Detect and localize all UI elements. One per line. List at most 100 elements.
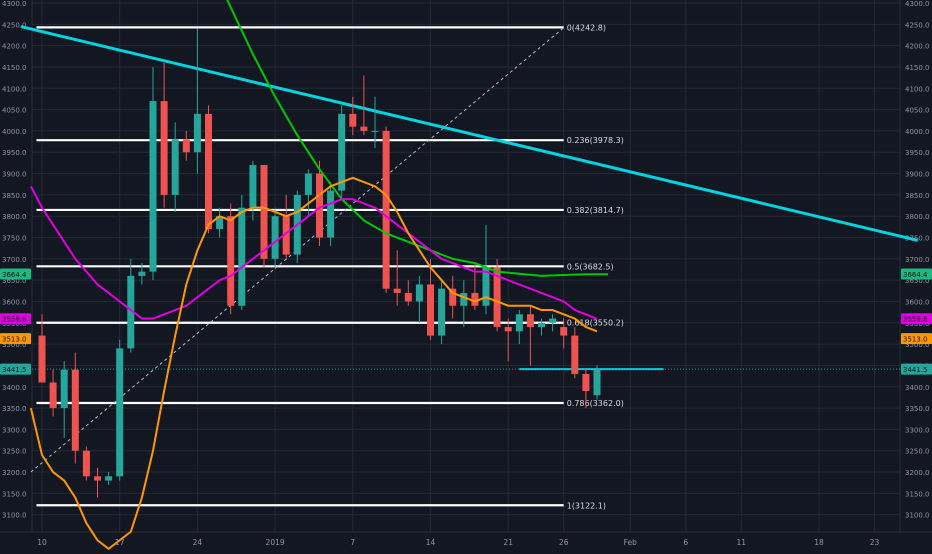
candle-body[interactable] bbox=[460, 292, 468, 306]
candle-body[interactable] bbox=[127, 275, 135, 349]
y-tick-label-left: 3800.0 bbox=[2, 213, 27, 221]
price-tag-left-label: 3559.6 bbox=[2, 316, 27, 324]
y-tick-label-left: 4100.0 bbox=[2, 85, 27, 93]
candle-body[interactable] bbox=[82, 450, 90, 477]
candle-body[interactable] bbox=[171, 139, 179, 195]
descending-trendline[interactable] bbox=[20, 25, 919, 242]
x-tick-label: 7 bbox=[350, 538, 355, 547]
y-tick-label-right: 4300.0 bbox=[905, 0, 930, 8]
candle-body[interactable] bbox=[449, 288, 457, 306]
y-tick-label-left: 3750.0 bbox=[2, 235, 27, 243]
x-tick-label: 21 bbox=[503, 538, 513, 547]
y-tick-label-right: 3200.0 bbox=[905, 469, 930, 477]
candle-body[interactable] bbox=[582, 373, 590, 392]
y-tick-label-right: 3500.0 bbox=[905, 341, 930, 349]
y-tick-label-left: 3100.0 bbox=[2, 512, 27, 520]
candle-body[interactable] bbox=[193, 113, 201, 153]
candle-body[interactable] bbox=[371, 130, 379, 132]
candle-body[interactable] bbox=[316, 173, 323, 238]
x-tick-label: 17 bbox=[115, 538, 125, 547]
fib-level-label: 0.236(3978.3) bbox=[567, 136, 624, 145]
candle-body[interactable] bbox=[71, 369, 79, 451]
fib-level-label: 1(3122.1) bbox=[567, 501, 606, 510]
candles[interactable] bbox=[38, 28, 601, 498]
y-tick-label-left: 3600.0 bbox=[2, 298, 27, 306]
candle-body[interactable] bbox=[49, 382, 57, 409]
candle-body[interactable] bbox=[271, 216, 279, 259]
candle-body[interactable] bbox=[526, 314, 534, 328]
candle-body[interactable] bbox=[382, 130, 390, 289]
candle-body[interactable] bbox=[138, 271, 146, 276]
y-tick-label-right: 4100.0 bbox=[905, 85, 930, 93]
x-tick-label: 10 bbox=[37, 538, 47, 547]
price-tag-left-box bbox=[0, 363, 31, 375]
candle-body[interactable] bbox=[571, 335, 579, 374]
y-tick-label-left: 3850.0 bbox=[2, 192, 27, 200]
candle-body[interactable] bbox=[493, 267, 501, 328]
y-tick-label-left: 4150.0 bbox=[2, 64, 27, 72]
candle-body[interactable] bbox=[182, 139, 190, 153]
y-tick-label-left: 4050.0 bbox=[2, 107, 27, 115]
left-price-axis: 3100.0 3150.0 3200.0 3250.0 3300.0 3350.0 3400… bbox=[2, 0, 27, 520]
candle-body[interactable] bbox=[593, 369, 601, 396]
candle-body[interactable] bbox=[94, 476, 101, 481]
candle-body[interactable] bbox=[538, 322, 545, 328]
candle-body[interactable] bbox=[482, 267, 490, 306]
candle-body[interactable] bbox=[282, 216, 290, 255]
candle-body[interactable] bbox=[105, 476, 113, 481]
price-tag-left-box bbox=[0, 268, 31, 280]
candle-body[interactable] bbox=[427, 284, 434, 336]
x-tick-label: 23 bbox=[870, 538, 880, 547]
candle-body[interactable] bbox=[393, 288, 401, 293]
price-tag-left-label: 3664.4 bbox=[2, 271, 27, 279]
y-tick-label-right: 4200.0 bbox=[905, 43, 930, 51]
y-tick-label-left: 3900.0 bbox=[2, 171, 27, 179]
price-tag-left-label: 3513.0 bbox=[2, 336, 27, 344]
moving-average-green bbox=[226, 0, 609, 277]
candle-body[interactable] bbox=[304, 173, 312, 195]
price-tag-right-box bbox=[901, 363, 932, 375]
candle-body[interactable] bbox=[260, 165, 268, 259]
candle-body[interactable] bbox=[116, 348, 124, 477]
candle-body[interactable] bbox=[438, 288, 446, 336]
price-tag-left-box bbox=[0, 313, 31, 325]
y-tick-label-left: 3300.0 bbox=[2, 426, 27, 434]
candle-body[interactable] bbox=[205, 113, 212, 229]
candle-body[interactable] bbox=[360, 126, 368, 131]
y-tick-label-right: 4150.0 bbox=[905, 64, 930, 72]
candle-body[interactable] bbox=[160, 101, 168, 195]
y-tick-label-right: 3800.0 bbox=[905, 213, 930, 221]
candle-body[interactable] bbox=[549, 318, 557, 323]
candle-body[interactable] bbox=[404, 292, 412, 302]
candle-body[interactable] bbox=[560, 327, 568, 336]
candle-body[interactable] bbox=[349, 113, 357, 127]
price-tag-right-box bbox=[901, 268, 932, 280]
y-tick-label-right: 3600.0 bbox=[905, 298, 930, 306]
candle-body[interactable] bbox=[149, 101, 157, 272]
candle-body[interactable] bbox=[515, 314, 523, 332]
candle-body[interactable] bbox=[415, 284, 423, 302]
candle-body[interactable] bbox=[249, 165, 257, 208]
candle-body[interactable] bbox=[238, 207, 246, 306]
y-tick-label-right: 3300.0 bbox=[905, 426, 930, 434]
x-tick-label: Feb bbox=[624, 538, 638, 547]
candle-body[interactable] bbox=[471, 292, 479, 306]
price-tags: 3664.4 3664.4 3559.6 3559.6 3513.0 3513.0 3441… bbox=[0, 268, 932, 375]
x-tick-label: 26 bbox=[559, 538, 569, 547]
candle-body[interactable] bbox=[504, 327, 512, 332]
moving-average-magenta bbox=[30, 185, 598, 320]
candle-body[interactable] bbox=[60, 369, 68, 409]
candle-body[interactable] bbox=[227, 216, 235, 306]
candle-body[interactable] bbox=[327, 190, 335, 238]
y-tick-label-left: 4300.0 bbox=[2, 0, 27, 8]
y-tick-label-left: 3700.0 bbox=[2, 256, 27, 264]
y-tick-label-left: 3250.0 bbox=[2, 448, 27, 456]
candle-body[interactable] bbox=[338, 113, 346, 191]
price-tag-left-box bbox=[0, 333, 31, 345]
price-tag-right-label: 3513.0 bbox=[903, 336, 928, 344]
candle-body[interactable] bbox=[38, 335, 46, 383]
candle-body[interactable] bbox=[216, 216, 224, 229]
